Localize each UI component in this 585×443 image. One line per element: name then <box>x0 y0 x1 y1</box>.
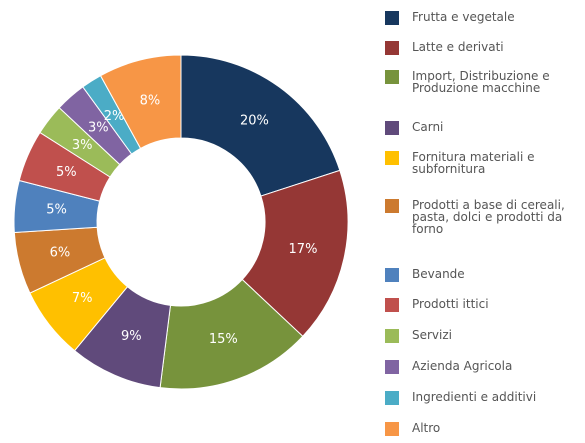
data-label: 6% <box>50 246 71 261</box>
legend-swatch <box>385 11 399 25</box>
data-label: 17% <box>289 242 318 257</box>
legend-swatch <box>385 298 399 312</box>
data-label: 3% <box>88 121 109 136</box>
legend-item: Servizi <box>385 329 580 343</box>
legend-label: Ingredienti e additivi <box>412 390 537 404</box>
legend-swatch <box>385 121 399 135</box>
data-label: 9% <box>121 329 142 344</box>
legend-swatch <box>385 70 399 84</box>
data-label: 5% <box>46 203 67 218</box>
legend-swatch <box>385 41 399 55</box>
legend-label: Latte e derivati <box>412 40 504 54</box>
slice <box>99 54 182 150</box>
legend-item: Azienda Agricola <box>385 360 580 374</box>
legend-swatch <box>385 268 399 282</box>
donut: 20%17%15%9%7%6%5%5%3%3%2%8% <box>13 54 349 390</box>
legend-swatch <box>385 329 399 343</box>
legend-label: Fornitura materiali e subfornitura <box>412 150 535 176</box>
slice <box>241 169 349 338</box>
legend-item: Frutta e vegetale <box>385 11 580 25</box>
data-label: 5% <box>56 165 77 180</box>
legend-item: Altro <box>385 422 580 436</box>
legend-item: Import, Distribuzione e Produzione macch… <box>385 70 580 94</box>
slice <box>180 54 341 197</box>
legend-item: Prodotti ittici <box>385 298 580 312</box>
legend-label: Import, Distribuzione e Produzione macch… <box>412 69 550 95</box>
data-label: 2% <box>104 109 125 124</box>
legend-item: Prodotti a base di cereali, pasta, dolci… <box>385 199 580 235</box>
legend-swatch <box>385 391 399 405</box>
legend-label: Azienda Agricola <box>412 359 513 373</box>
data-label: 20% <box>240 113 269 128</box>
legend-label: Altro <box>412 421 441 435</box>
legend-item: Carni <box>385 121 580 135</box>
legend-swatch <box>385 422 399 436</box>
legend-swatch <box>385 199 399 213</box>
legend-label: Prodotti ittici <box>412 297 489 311</box>
legend-item: Ingredienti e additivi <box>385 391 580 405</box>
legend-item: Latte e derivati <box>385 41 580 55</box>
legend-label: Prodotti a base di cereali, pasta, dolci… <box>412 198 565 236</box>
legend-label: Servizi <box>412 328 453 342</box>
data-label: 7% <box>72 291 93 306</box>
legend-label: Frutta e vegetale <box>412 10 515 24</box>
legend-swatch <box>385 151 399 165</box>
data-label: 8% <box>140 93 161 108</box>
legend-item: Bevande <box>385 268 580 282</box>
legend-item: Fornitura materiali e subfornitura <box>385 151 580 175</box>
legend-label: Bevande <box>412 267 465 281</box>
legend-label: Carni <box>412 120 444 134</box>
legend-swatch <box>385 360 399 374</box>
data-label: 15% <box>209 332 238 347</box>
data-label: 3% <box>72 138 93 153</box>
